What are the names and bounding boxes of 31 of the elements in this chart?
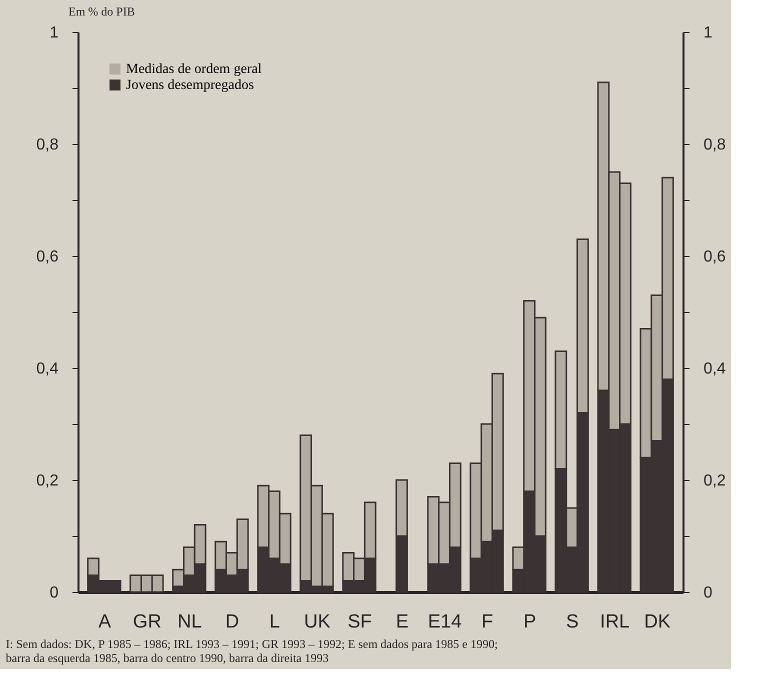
x-tick-label: UK <box>304 612 331 632</box>
x-tick-label: NL <box>178 612 202 632</box>
y-axis-title: Em % do PIB <box>68 4 135 18</box>
x-tick-label: E <box>396 612 409 632</box>
y-tick-label: 0 <box>50 584 59 602</box>
y2-tick-label: 0,6 <box>704 248 726 266</box>
x-tick-label: GR <box>132 612 162 632</box>
y-tick-label: 0,6 <box>36 248 59 266</box>
y-tick-label: 0,4 <box>36 360 59 378</box>
x-tick-label: F <box>481 612 494 632</box>
y2-tick-label: 1 <box>704 24 712 42</box>
y2-tick-label: 0,8 <box>704 136 726 154</box>
x-tick-label: IRL <box>600 612 630 632</box>
y2-tick-label: 0 <box>704 584 712 602</box>
y-tick-label: 0,8 <box>36 136 59 154</box>
x-tick-label: A <box>98 612 112 632</box>
x-tick-label: SF <box>348 612 372 632</box>
x-tick-label: DK <box>644 612 671 632</box>
y2-tick-label: 0,2 <box>704 472 726 490</box>
legend-label: Medidas de ordem geral <box>126 62 262 77</box>
x-tick-label: S <box>566 612 579 632</box>
y-tick-label: 0,2 <box>36 472 59 490</box>
x-tick-label: E14 <box>428 612 462 632</box>
text: barra da esquerda 1985, barra do centro 1990, barra da direita 1993 <box>6 651 329 665</box>
legend-label: Jovens desempregados <box>126 78 254 93</box>
text: I: Sem dados: DK, P 1985 – 1986; IRL 1993 – 1991; GR 1993 – 1992; E sem dados para 1985 e 1990; <box>6 637 498 651</box>
x-tick-label: P <box>523 612 536 632</box>
y-tick-label: 1 <box>50 24 59 42</box>
y2-tick-label: 0,4 <box>704 360 726 378</box>
x-tick-label: D <box>225 612 240 632</box>
x-tick-label: L <box>269 612 280 632</box>
